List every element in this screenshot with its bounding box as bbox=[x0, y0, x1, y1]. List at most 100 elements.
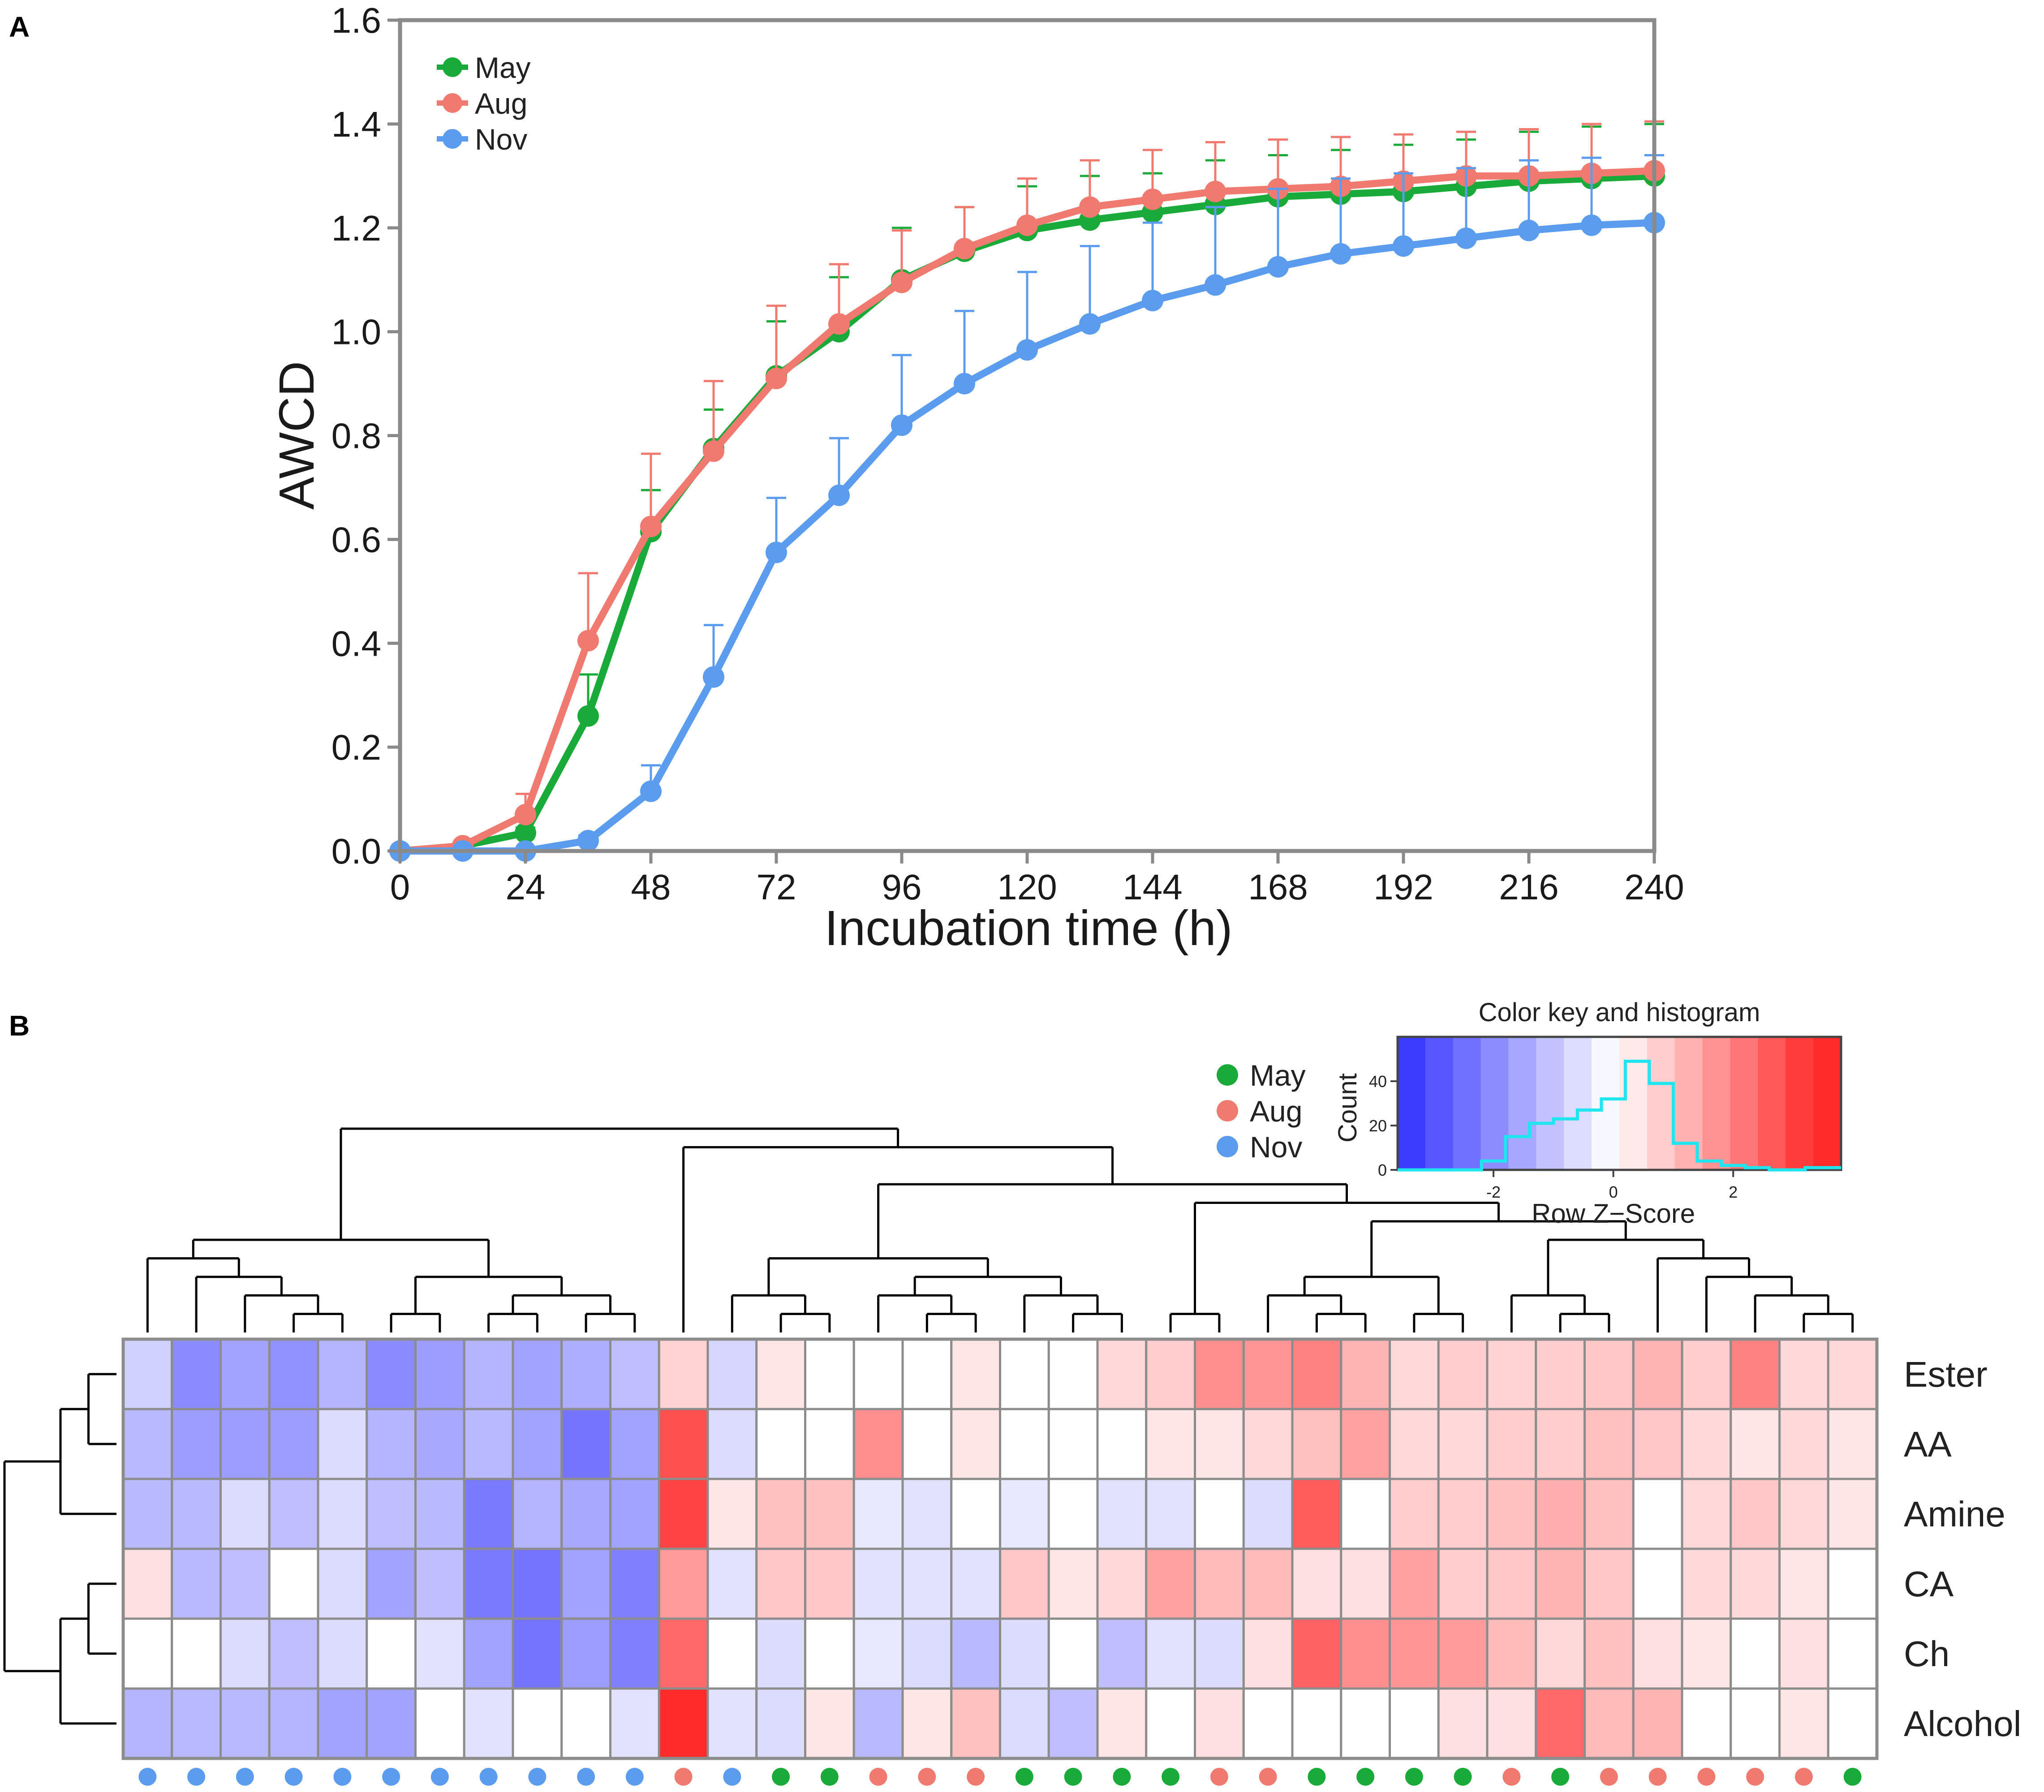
heatmap-cell bbox=[1389, 1338, 1440, 1410]
heatmap-cell bbox=[950, 1408, 1001, 1480]
heatmap-cell bbox=[1389, 1478, 1440, 1550]
data-point bbox=[703, 666, 724, 688]
line-chart-awcd: 0.0 0.2 0.4 0.6 0.8 1.0 1.2 1.4 1.6 0 24 48 72 96 120… bbox=[269, 0, 1684, 956]
column-dendrogram bbox=[146, 1127, 1854, 1332]
data-point bbox=[703, 440, 724, 462]
heatmap-cell bbox=[804, 1338, 855, 1410]
y-tick-label: 0.0 bbox=[331, 831, 381, 871]
row-label-aa: AA bbox=[1904, 1424, 1952, 1464]
heatmap-cell bbox=[219, 1338, 271, 1410]
heatmap-cell bbox=[1096, 1408, 1148, 1480]
legend-marker bbox=[443, 57, 462, 77]
heatmap-cell bbox=[1194, 1617, 1245, 1690]
heatmap-cell bbox=[1535, 1687, 1586, 1760]
heatmap-cell bbox=[1242, 1338, 1294, 1410]
heatmap-cell bbox=[1681, 1478, 1732, 1550]
x-tick-label: 24 bbox=[506, 867, 546, 907]
color-key-title: Color key and histogram bbox=[1479, 998, 1760, 1027]
panel-label-a: A bbox=[9, 11, 30, 43]
heatmap-cell bbox=[804, 1478, 855, 1550]
heatmap-cell bbox=[560, 1478, 611, 1550]
y-tick-label: 0.2 bbox=[331, 727, 381, 767]
heatmap-cell bbox=[1827, 1338, 1878, 1410]
color-key-frame bbox=[1396, 1036, 1842, 1171]
heatmap-cell bbox=[219, 1687, 271, 1760]
heatmap-cell bbox=[317, 1408, 368, 1480]
heatmap-cell bbox=[1730, 1338, 1781, 1410]
heatmap-cell bbox=[1291, 1617, 1343, 1690]
heatmap-cell bbox=[1535, 1338, 1586, 1410]
heatmap-cell bbox=[950, 1617, 1001, 1690]
heatmap-cell bbox=[1681, 1687, 1732, 1760]
heatmap-cell bbox=[852, 1408, 904, 1480]
heatmap-cell bbox=[122, 1338, 173, 1410]
heatmap-cell bbox=[366, 1617, 417, 1690]
x-tick-label: 240 bbox=[1624, 867, 1684, 907]
color-key-strip bbox=[1647, 1037, 1675, 1170]
heatmap-cell bbox=[463, 1338, 514, 1410]
heatmap-cell bbox=[1242, 1547, 1294, 1620]
heatmap-cell bbox=[1730, 1617, 1781, 1690]
heatmap-cell bbox=[804, 1687, 855, 1760]
x-tick-label: 192 bbox=[1373, 867, 1433, 907]
color-key-strip bbox=[1453, 1037, 1481, 1170]
heatmap-cell bbox=[1047, 1478, 1099, 1550]
heatmap-cell bbox=[1730, 1408, 1781, 1480]
heatmap-cell bbox=[658, 1547, 709, 1620]
key-y-tick-label: 20 bbox=[1369, 1117, 1387, 1135]
row-label-alcohol: Alcohol bbox=[1904, 1704, 2021, 1744]
heatmap-cell bbox=[658, 1338, 709, 1410]
data-point bbox=[766, 541, 787, 563]
heatmap-cell bbox=[122, 1617, 173, 1690]
x-tick-label: 72 bbox=[757, 867, 796, 907]
legend-marker bbox=[1217, 1100, 1238, 1122]
column-group-dot bbox=[1064, 1768, 1082, 1786]
heatmap-cell bbox=[1047, 1617, 1099, 1690]
heatmap-cell bbox=[463, 1547, 514, 1620]
color-key-ylabel: Count bbox=[1333, 1073, 1362, 1143]
data-point bbox=[1079, 196, 1101, 218]
column-group-dot bbox=[1794, 1768, 1813, 1786]
heatmap-cell bbox=[1340, 1408, 1391, 1480]
data-point bbox=[1455, 227, 1477, 249]
data-point bbox=[1016, 339, 1038, 361]
heatmap-cell bbox=[1486, 1617, 1537, 1690]
y-tick-label: 0.6 bbox=[331, 520, 381, 559]
heatmap-cell bbox=[1827, 1408, 1878, 1480]
column-group-dot bbox=[284, 1768, 303, 1786]
legend-label: Nov bbox=[475, 123, 527, 156]
heatmap-cell bbox=[658, 1617, 709, 1690]
heatmap-cell bbox=[609, 1408, 660, 1480]
heatmap-frame bbox=[121, 1337, 1879, 1760]
heatmap-cell bbox=[706, 1547, 758, 1620]
heatmap-cell bbox=[1047, 1338, 1099, 1410]
heatmap-cell bbox=[560, 1408, 611, 1480]
key-y-tick-label: 0 bbox=[1378, 1161, 1387, 1179]
heatmap-cell bbox=[1486, 1687, 1537, 1760]
column-group-dot bbox=[1648, 1768, 1667, 1786]
heatmap-cell bbox=[1584, 1617, 1635, 1690]
row-label-amine: Amine bbox=[1904, 1494, 2005, 1534]
row-dendrogram bbox=[3, 1373, 116, 1725]
heatmap-cell bbox=[658, 1408, 709, 1480]
color-key-strip bbox=[1786, 1037, 1814, 1170]
color-key-xlabel: Row Z−Score bbox=[1532, 1199, 1695, 1229]
heatmap-cell bbox=[1730, 1478, 1781, 1550]
heatmap-cell bbox=[999, 1687, 1050, 1760]
heatmap-cell bbox=[999, 1617, 1050, 1690]
heatmap-cell bbox=[463, 1617, 514, 1690]
heatmap-cell bbox=[1194, 1687, 1245, 1760]
x-tick-label: 120 bbox=[997, 867, 1057, 907]
y-axis-title: AWCD bbox=[269, 361, 324, 510]
heatmap-cell bbox=[366, 1547, 417, 1620]
heatmap-cell bbox=[1632, 1687, 1683, 1760]
y-tick-label: 1.0 bbox=[331, 312, 381, 352]
y-tick-label: 0.4 bbox=[331, 623, 381, 663]
heatmap-cell bbox=[609, 1338, 660, 1410]
heatmap-cell bbox=[122, 1547, 173, 1620]
heatmap-cell bbox=[1535, 1617, 1586, 1690]
heatmap-cell bbox=[1047, 1408, 1099, 1480]
heatmap-cell bbox=[999, 1478, 1050, 1550]
heatmap-cell bbox=[1778, 1478, 1829, 1550]
